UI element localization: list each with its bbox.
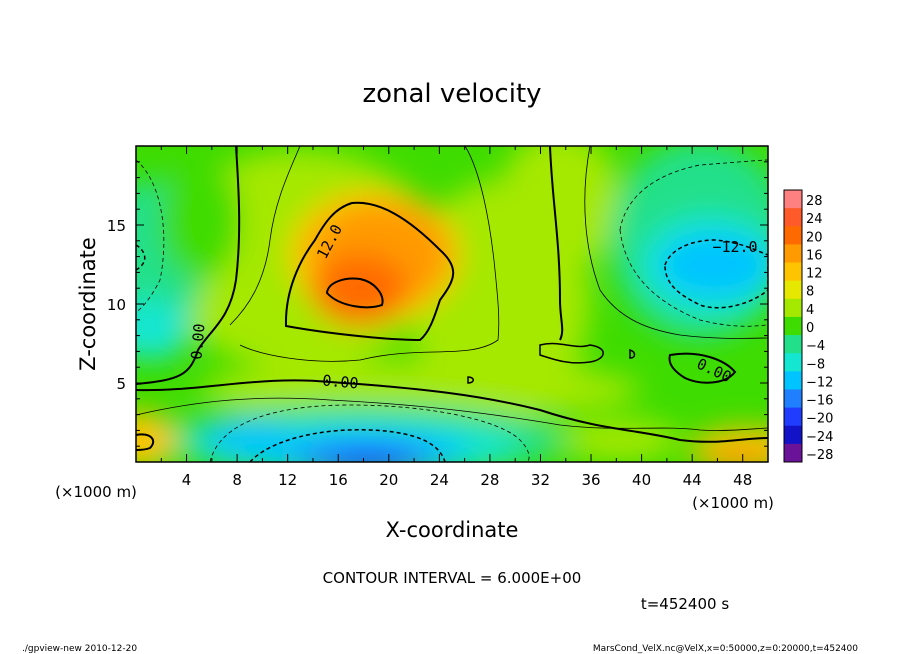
colorbar-swatch [784,316,802,336]
colorbar-swatch [784,443,802,463]
colorbar-label: −28 [806,448,833,463]
colorbar-frame [783,189,803,463]
x-tick-label: 20 [379,471,398,489]
x-axis-label: X-coordinate [386,518,519,542]
footer-left: ./gpview-new 2010-12-20 [22,644,137,654]
colorbar-label: −8 [806,357,825,372]
colorbar-label: 8 [806,285,814,300]
contour-label-neg12: −12.0 [712,238,757,256]
colorbar-swatch [784,389,802,409]
x-tick-label: 16 [329,471,348,489]
x-tick-label: 8 [232,471,242,489]
colorbar-swatch [784,425,802,445]
colorbar-label: 4 [806,303,814,318]
y-tick-label: 10 [107,296,126,314]
x-tick-label: 12 [278,471,297,489]
colorbar-label: −20 [806,412,833,427]
colorbar-swatch [784,335,802,354]
colorbar-swatch [784,208,802,227]
x-tick-label: 32 [531,471,550,489]
x-tick-label: 40 [632,471,651,489]
x-unit-left: (×1000 m) [55,483,137,501]
x-tick-label: 44 [683,471,702,489]
time-text: t=452400 s [641,595,729,613]
y-axis-label: Z-coordinate [76,237,100,371]
colorbar-label: 16 [806,248,823,263]
colorbar-label: 24 [806,212,823,227]
colorbar-swatch [784,407,802,427]
x-tick-label: 28 [480,471,499,489]
contour-interval-text: CONTOUR INTERVAL = 6.000E+00 [323,569,582,587]
colorbar-swatch [784,371,802,390]
colorbar-swatch [784,190,802,209]
x-unit-right: (×1000 m) [692,494,774,512]
colorbar-label: 12 [806,267,823,282]
contour-label-0-left: 0.00 [187,323,208,361]
colorbar-label: −16 [806,394,833,409]
x-tick-label: 4 [182,471,192,489]
heatmap-field [136,146,768,462]
colorbar-swatch [784,298,802,318]
x-tick-label: 24 [430,471,449,489]
colorbar-label: −4 [806,339,825,354]
footer-right: MarsCond_VelX.nc@VelX,x=0:50000,z=0:2000… [593,644,858,654]
colorbar-label: 0 [806,321,814,336]
x-tick-label: 48 [733,471,752,489]
colorbar-swatch [784,244,802,264]
colorbar-swatch [784,262,802,282]
contour-label-0-bottom: 0.00 [322,371,360,392]
chart-title: zonal velocity [362,79,541,109]
colorbar-label: 28 [806,194,823,209]
colorbar-swatch [784,353,802,372]
colorbar-label: −24 [806,430,833,445]
y-tick-label: 15 [107,217,126,235]
colorbar-label: −12 [806,375,833,390]
colorbar-swatch [784,280,802,300]
colorbar: 28 24 20 16 12 8 4 0 −4 −8 −12 −16 −20 −24 −28 [783,189,833,463]
colorbar-swatch [784,226,802,245]
contour-lines [136,146,768,462]
x-tick-label: 36 [581,471,600,489]
colorbar-label: 20 [806,230,823,245]
y-tick-label: 5 [116,375,126,393]
